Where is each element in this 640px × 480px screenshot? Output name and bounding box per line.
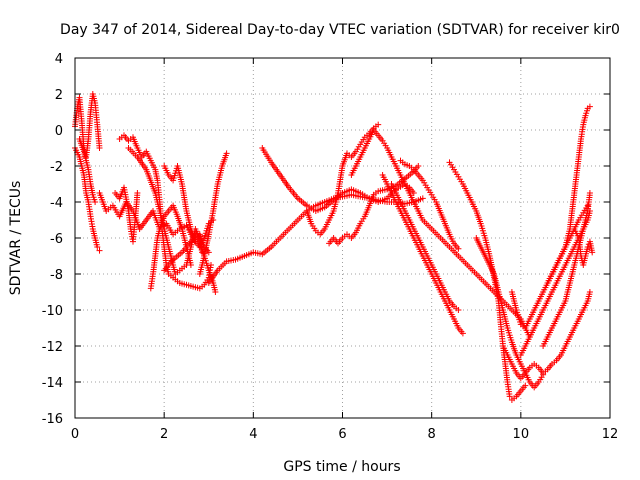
x-tick-label: 4 [249,427,257,442]
x-tick-label: 12 [602,427,619,442]
series-markers [348,127,533,340]
series-markers [161,163,217,250]
series-sat-e [112,184,141,245]
series-sat-y [540,190,593,349]
series-sat-u [473,235,547,391]
series-markers [326,163,422,247]
series-sat-r [388,181,462,313]
x-tick-labels: 0 2 4 6 8 10 12 [71,427,618,442]
series-markers [196,150,230,277]
series-markers [397,157,462,252]
series-markers [388,181,462,313]
x-tick-label: 0 [71,427,79,442]
y-tick-label: 4 [55,52,63,67]
series-sat-i [161,163,217,250]
series-markers [500,289,593,382]
series-sat-b [72,145,103,254]
series-markers [446,159,529,403]
series-sat-o [326,163,422,247]
y-tick-labels: -16 -14 -12 -10 -8 -6 -4 -2 0 2 4 [42,52,63,427]
series-markers [379,172,466,337]
series-sat-q [379,172,466,337]
x-tick-label: 10 [513,427,530,442]
y-tick-label: -4 [50,196,63,211]
series-markers [540,190,593,349]
data-series [72,91,596,403]
y-tick-label: -12 [42,340,63,355]
x-tick-label: 6 [338,427,346,442]
series-markers [205,191,426,286]
series-sat-l [205,191,426,286]
y-tick-label: -16 [42,412,63,427]
series-sat-n [303,121,382,238]
series-markers [72,145,103,254]
x-tick-label: 2 [160,427,168,442]
y-tick-label: 0 [55,124,63,139]
chart-title: Day 347 of 2014, Sidereal Day-to-day VTE… [60,22,620,38]
y-axis-label: SDTVAR / TECUs [8,181,24,296]
y-tick-label: -2 [50,160,63,175]
series-sat-k [196,150,230,277]
y-tick-label: -10 [42,304,63,319]
series-sat-c [76,136,99,205]
y-tick-label: -14 [42,376,63,391]
y-tick-label: -8 [50,268,63,283]
series-sat-p [348,127,533,340]
series-sat-aa [571,226,596,268]
x-axis-label: GPS time / hours [283,459,400,475]
y-tick-label: 2 [55,88,63,103]
series-markers [303,121,382,238]
y-tick-label: -6 [50,232,63,247]
series-sat-v [500,289,593,382]
series-markers [571,226,596,268]
series-sat-t [446,159,529,403]
series-markers [544,103,593,286]
series-markers [112,184,141,245]
series-sat-z [544,103,593,286]
axis-ticks [74,57,611,419]
x-tick-label: 8 [428,427,436,442]
series-markers [473,235,547,391]
series-markers [76,136,99,205]
series-sat-s [397,157,462,252]
